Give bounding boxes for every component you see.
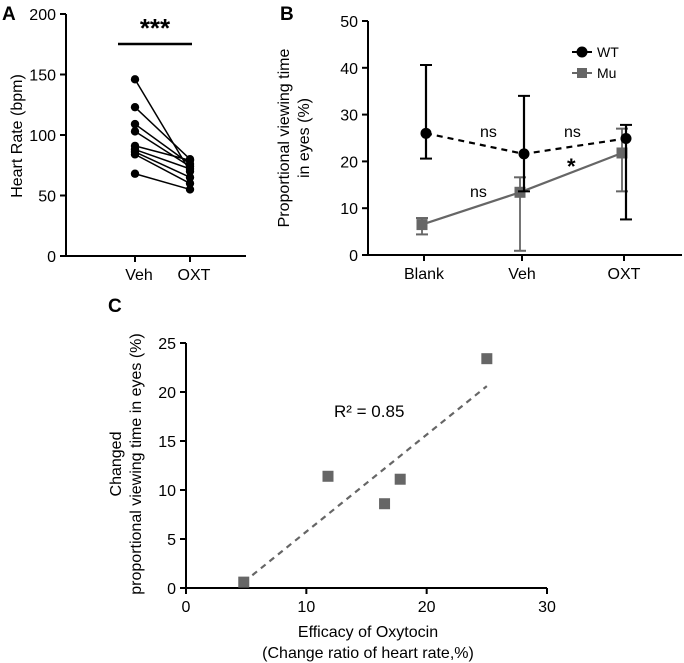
- panel-c-axes: 0 5 10 15 20 25 0 10 20 30: [158, 336, 556, 616]
- panel-b-y-tick-label: 0: [349, 248, 358, 265]
- panel-b-x-tick-label: Veh: [508, 266, 536, 283]
- panel-a-subject-line: [134, 148, 191, 170]
- panel-c-correlation-chart: C 0 5 10 15 20 25 0 10 20 30 Changed proportional…: [108, 296, 556, 662]
- panel-c-points: [238, 353, 493, 588]
- panel-c-x-tick-label: 30: [538, 599, 556, 616]
- panel-b-legend: WT Mu: [572, 44, 619, 81]
- panel-c-y-axis-label-line-1: Changed: [108, 432, 125, 497]
- panel-c-point: [238, 576, 250, 588]
- panel-a-y-tick-label: 100: [29, 128, 56, 145]
- panel-c-point: [322, 470, 334, 482]
- panel-a-oxt-point: [185, 185, 195, 194]
- panel-a-significance-label: ***: [140, 13, 171, 43]
- panel-a-subject-line: [134, 78, 191, 172]
- panel-a-heart-rate-chart: A 0 50 100 150 200 Veh OXT Heart Rate (bpm) **…: [2, 4, 246, 284]
- panel-a-text: Heart Rate (bpm) ***: [9, 13, 171, 198]
- panel-c-x-axis-label-line-2: (Change ratio of heart rate,%): [262, 645, 474, 662]
- panel-a-veh-point: [130, 119, 140, 129]
- panel-a-y-tick-label: 150: [29, 68, 56, 85]
- panel-b-y-tick-label: 50: [340, 14, 358, 31]
- panel-a-veh-point: [130, 75, 140, 84]
- panel-a-subject-line: [134, 172, 191, 191]
- panel-c-letter: C: [108, 296, 122, 317]
- panel-b-text: Proportional viewing time in eyes (%) ns…: [276, 49, 581, 228]
- panel-a-y-tick-label: 200: [29, 7, 56, 24]
- panel-b-wt-point: [420, 127, 432, 139]
- panel-b-y-tick-label: 20: [340, 154, 358, 171]
- panel-a-subject-line: [134, 151, 191, 179]
- panel-c-y-tick-label: 10: [158, 483, 176, 500]
- panel-a-letter: A: [2, 4, 16, 25]
- panel-c-y-tick-label: 20: [158, 385, 176, 402]
- panel-a-oxt-point: [185, 179, 195, 188]
- panel-c-y-tick-label: 5: [167, 532, 176, 549]
- panel-a-oxt-point: [185, 164, 195, 174]
- panel-c-x-axis-label-line-1: Efficacy of Oxytocin: [298, 624, 438, 641]
- panel-c-text: Changed proportional viewing time in eye…: [108, 333, 474, 662]
- panel-b-y-axis-label-line-1: Proportional viewing time: [276, 49, 293, 228]
- panel-b-mu-point: [416, 219, 428, 231]
- panel-a-x-tick-label: Veh: [125, 267, 153, 284]
- legend-wt-marker: [576, 46, 588, 58]
- panel-b-annotation-ns-1: ns: [480, 124, 497, 141]
- panel-a-oxt-point: [185, 156, 195, 165]
- panel-a-veh-point: [130, 102, 140, 112]
- panel-b-x-tick-label: OXT: [608, 266, 641, 283]
- panel-a-veh-point: [130, 169, 140, 178]
- panel-c-trendline: [243, 385, 488, 583]
- panel-a-veh-point: [130, 150, 140, 159]
- panel-a-subject-line: [134, 145, 191, 162]
- panel-c-y-tick-label: 0: [167, 581, 176, 598]
- panel-a-subject-line: [134, 153, 191, 185]
- panel-b-annotation-ns-2: ns: [564, 124, 581, 141]
- panel-a-y-axis-label: Heart Rate (bpm): [9, 74, 26, 198]
- legend-mu-marker: [577, 68, 587, 78]
- panel-a-axes: 0 50 100 150 200 Veh OXT: [29, 7, 246, 284]
- panel-b-y-tick-label: 10: [340, 201, 358, 218]
- panel-b-letter: B: [280, 4, 294, 25]
- legend-mu-label: Mu: [597, 65, 616, 81]
- panel-c-point: [394, 473, 406, 485]
- panel-b-viewing-time-chart: B 0 10 20 30 40 50 Blank Veh OXT Proportional vi…: [276, 4, 682, 283]
- legend-wt-label: WT: [597, 44, 619, 60]
- panel-c-point: [481, 353, 493, 365]
- panel-b-y-tick-label: 40: [340, 61, 358, 78]
- panel-b-y-tick-label: 30: [340, 108, 358, 125]
- panel-b-series: [416, 63, 632, 252]
- panel-b-y-axis-label-line-2: in eyes (%): [296, 98, 313, 178]
- panel-c-r-squared-label: R² = 0.85: [334, 402, 404, 421]
- panel-c-y-tick-label: 25: [158, 336, 176, 353]
- panel-a-paired-lines: [130, 75, 195, 194]
- panel-c-point: [379, 498, 391, 510]
- panel-a-subject-line: [134, 106, 191, 160]
- panel-a-x-tick-label: OXT: [178, 267, 211, 284]
- panel-c-x-tick-label: 10: [297, 599, 315, 616]
- panel-c-x-tick-label: 20: [418, 599, 436, 616]
- panel-c-y-tick-label: 15: [158, 434, 176, 451]
- panel-b-x-tick-label: Blank: [404, 266, 445, 283]
- panel-a-veh-point: [130, 127, 140, 136]
- panel-b-axes: 0 10 20 30 40 50 Blank Veh OXT: [340, 14, 682, 283]
- panel-c-y-axis-label-line-2: proportional viewing time in eyes (%): [128, 333, 145, 594]
- panel-a-subject-line: [134, 130, 191, 168]
- panel-a-oxt-point: [185, 173, 195, 182]
- panel-c-x-tick-label: 0: [182, 599, 191, 616]
- panel-a-y-tick-label: 0: [47, 249, 56, 266]
- panel-b-annotation-ns-3: ns: [470, 184, 487, 201]
- panel-b-annotation-star: *: [567, 154, 576, 179]
- panel-a-y-tick-label: 50: [38, 189, 56, 206]
- panel-b-wt-point: [518, 148, 530, 160]
- panel-b-wt-point: [620, 132, 632, 144]
- panel-b-mu-point: [616, 147, 628, 159]
